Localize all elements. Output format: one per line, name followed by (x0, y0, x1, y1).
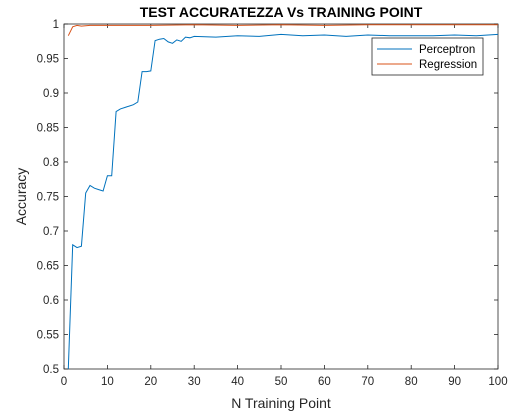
data-lines (67, 24, 499, 370)
x-axis-label: N Training Point (231, 395, 331, 411)
y-tick-label: 1 (53, 19, 59, 31)
legend: Perceptron Regression (371, 37, 484, 76)
y-tick-label: 0.8 (43, 157, 59, 169)
x-tick-label: 0 (61, 376, 67, 388)
legend-label: Perceptron (419, 44, 475, 56)
legend-box (371, 37, 484, 76)
series-line-regression (67, 24, 498, 36)
y-axis-label: Accuracy (13, 168, 29, 226)
x-tick-label: 60 (318, 376, 331, 388)
x-tick-label: 20 (144, 376, 157, 388)
axis-ticks: 0 10 20 30 40 50 60 70 80 90 100 0.5 0.55 0.6 0.65 0.7 0… (37, 19, 508, 388)
x-tick-label: 10 (101, 376, 114, 388)
legend-label: Regression (419, 59, 477, 71)
y-tick-label: 0.65 (37, 261, 59, 273)
series-line-perceptron (67, 33, 499, 370)
x-tick-label: 80 (405, 376, 418, 388)
y-tick-label: 0.6 (43, 295, 59, 307)
x-tick-label: 100 (488, 376, 507, 388)
x-tick-label: 90 (448, 376, 461, 388)
plot-area (63, 23, 499, 370)
y-tick-label: 0.75 (37, 192, 59, 204)
y-tick-label: 0.7 (43, 226, 59, 238)
x-tick-label: 30 (188, 376, 201, 388)
x-tick-label: 70 (361, 376, 374, 388)
y-tick-label: 0.85 (37, 123, 59, 135)
x-tick-label: 50 (275, 376, 288, 388)
x-tick-label: 40 (231, 376, 244, 388)
y-tick-label: 0.55 (37, 330, 59, 342)
y-tick-label: 0.95 (37, 54, 59, 66)
chart-title: TEST ACCURATEZZA Vs TRAINING POINT (140, 4, 423, 20)
y-tick-label: 0.9 (43, 88, 59, 100)
y-tick-label: 0.5 (43, 364, 59, 376)
